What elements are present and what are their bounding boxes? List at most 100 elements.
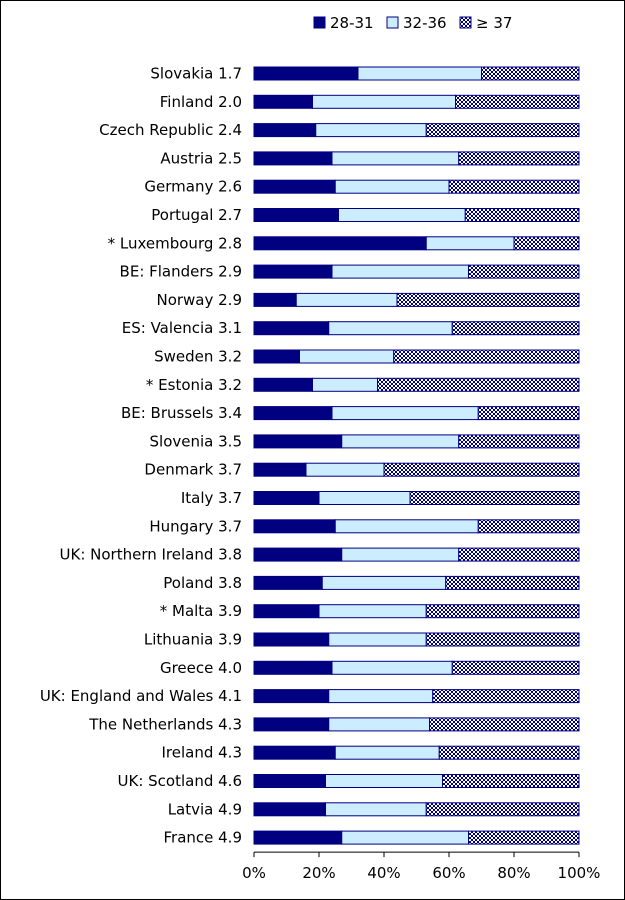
legend-swatch-3 xyxy=(459,16,472,29)
bar-segment-2 xyxy=(305,462,385,477)
bar-segment-2 xyxy=(318,491,411,505)
bar-segment-3 xyxy=(396,292,580,307)
category-label: Greece 4.0 xyxy=(160,659,242,677)
bar-segment-1 xyxy=(253,236,427,251)
category-label: * Estonia 3.2 xyxy=(146,376,242,394)
category-label: Slovenia 3.5 xyxy=(150,432,242,450)
bar-segment-3 xyxy=(458,547,580,562)
bar-segment-2 xyxy=(312,377,378,392)
bar-segment-1 xyxy=(253,292,297,307)
bar-segment-2 xyxy=(328,689,434,704)
bar-segment-1 xyxy=(253,377,313,392)
x-tick-label: 100% xyxy=(558,864,601,882)
category-label: Hungary 3.7 xyxy=(149,517,242,535)
bar-segment-2 xyxy=(334,179,450,194)
category-label: Germany 2.6 xyxy=(144,178,242,196)
bar-segment-3 xyxy=(442,774,580,788)
bar-segment-3 xyxy=(458,434,580,449)
bar-segment-3 xyxy=(429,717,580,732)
category-labels: Slovakia 1.7 Finland 2.0 Czech Republic 2.… xyxy=(40,65,242,847)
category-label: Portugal 2.7 xyxy=(151,206,242,224)
bar-segment-1 xyxy=(253,802,326,817)
bar-segment-1 xyxy=(253,462,307,477)
legend-label-3: ≥ 37 xyxy=(476,14,512,32)
category-label: Czech Republic 2.4 xyxy=(99,121,242,139)
bar-segment-2 xyxy=(331,151,460,166)
bar-segment-3 xyxy=(383,462,580,477)
category-label: The Netherlands 4.3 xyxy=(88,715,242,733)
bar-segment-1 xyxy=(253,179,336,194)
bar-segment-1 xyxy=(253,406,333,421)
bar-segment-1 xyxy=(253,632,330,647)
bar-segment-2 xyxy=(295,292,398,307)
category-label: Norway 2.9 xyxy=(156,291,242,309)
bar-segment-3 xyxy=(513,236,580,251)
bar-segment-2 xyxy=(325,774,443,788)
bar-segment-2 xyxy=(315,123,427,138)
bar-segment-1 xyxy=(253,604,320,619)
bar-segment-1 xyxy=(253,660,333,675)
bar-segment-2 xyxy=(331,660,453,675)
bar-segment-2 xyxy=(312,94,456,109)
x-tick-label: 20% xyxy=(302,864,335,882)
bar-segment-3 xyxy=(464,208,580,222)
category-label: BE: Brussels 3.4 xyxy=(121,404,242,422)
bar-segment-1 xyxy=(253,123,317,138)
category-label: France 4.9 xyxy=(163,829,242,847)
x-tick-label: 0% xyxy=(242,864,266,882)
bar-segment-2 xyxy=(325,802,427,817)
category-label: * Malta 3.9 xyxy=(160,602,242,620)
x-tick-label: 80% xyxy=(497,864,530,882)
bar-segment-3 xyxy=(458,151,580,166)
bar-segment-1 xyxy=(253,491,320,505)
bar-segment-1 xyxy=(253,94,313,109)
bar-segment-2 xyxy=(318,604,427,619)
category-label: Lithuania 3.9 xyxy=(144,631,242,649)
bar-segment-2 xyxy=(328,632,427,647)
bar-segment-1 xyxy=(253,151,333,166)
bar-segment-3 xyxy=(438,745,580,760)
bar-segment-1 xyxy=(253,575,323,590)
x-tick-label: 40% xyxy=(367,864,400,882)
bar-segment-3 xyxy=(468,264,580,279)
bar-segment-2 xyxy=(334,745,440,760)
bar-segment-1 xyxy=(253,745,336,760)
bar-segment-1 xyxy=(253,264,333,279)
bar-segment-2 xyxy=(331,406,479,421)
bar-segment-2 xyxy=(331,264,469,279)
bar-segment-2 xyxy=(328,321,453,336)
bar-segment-1 xyxy=(253,689,330,704)
category-label: UK: Northern Ireland 3.8 xyxy=(60,546,243,564)
bar-segment-2 xyxy=(299,349,395,364)
category-label: Ireland 4.3 xyxy=(161,744,242,762)
legend-swatch-2 xyxy=(386,16,399,29)
category-label: BE: Flanders 2.9 xyxy=(120,263,242,281)
bar-segment-1 xyxy=(253,66,359,81)
category-label: * Luxembourg 2.8 xyxy=(108,234,242,252)
category-label: UK: England and Wales 4.1 xyxy=(40,687,242,705)
bar-segment-1 xyxy=(253,519,336,534)
bar-segment-2 xyxy=(321,575,447,590)
bar-segment-3 xyxy=(451,660,580,675)
category-label: Sweden 3.2 xyxy=(154,348,242,366)
bar-segment-1 xyxy=(253,434,343,449)
bar-segment-1 xyxy=(253,830,343,845)
bar-segment-2 xyxy=(328,717,430,732)
bar-segment-1 xyxy=(253,208,339,222)
bar-segment-3 xyxy=(481,66,580,81)
bar-segment-3 xyxy=(477,406,580,421)
category-label: Austria 2.5 xyxy=(160,149,242,167)
bar-segment-3 xyxy=(409,491,580,505)
category-label: UK: Scotland 4.6 xyxy=(118,772,242,790)
bar-segment-2 xyxy=(425,236,515,251)
bar-segment-3 xyxy=(477,519,580,534)
bar-segment-3 xyxy=(448,179,580,194)
bar-segment-1 xyxy=(253,321,330,336)
bar-segment-3 xyxy=(455,94,580,109)
bar-segment-1 xyxy=(253,349,300,364)
x-axis: 0% 20% 40% 60% 80% 100% xyxy=(242,851,601,882)
category-label: Latvia 4.9 xyxy=(168,800,242,818)
bar-segment-3 xyxy=(468,830,580,845)
